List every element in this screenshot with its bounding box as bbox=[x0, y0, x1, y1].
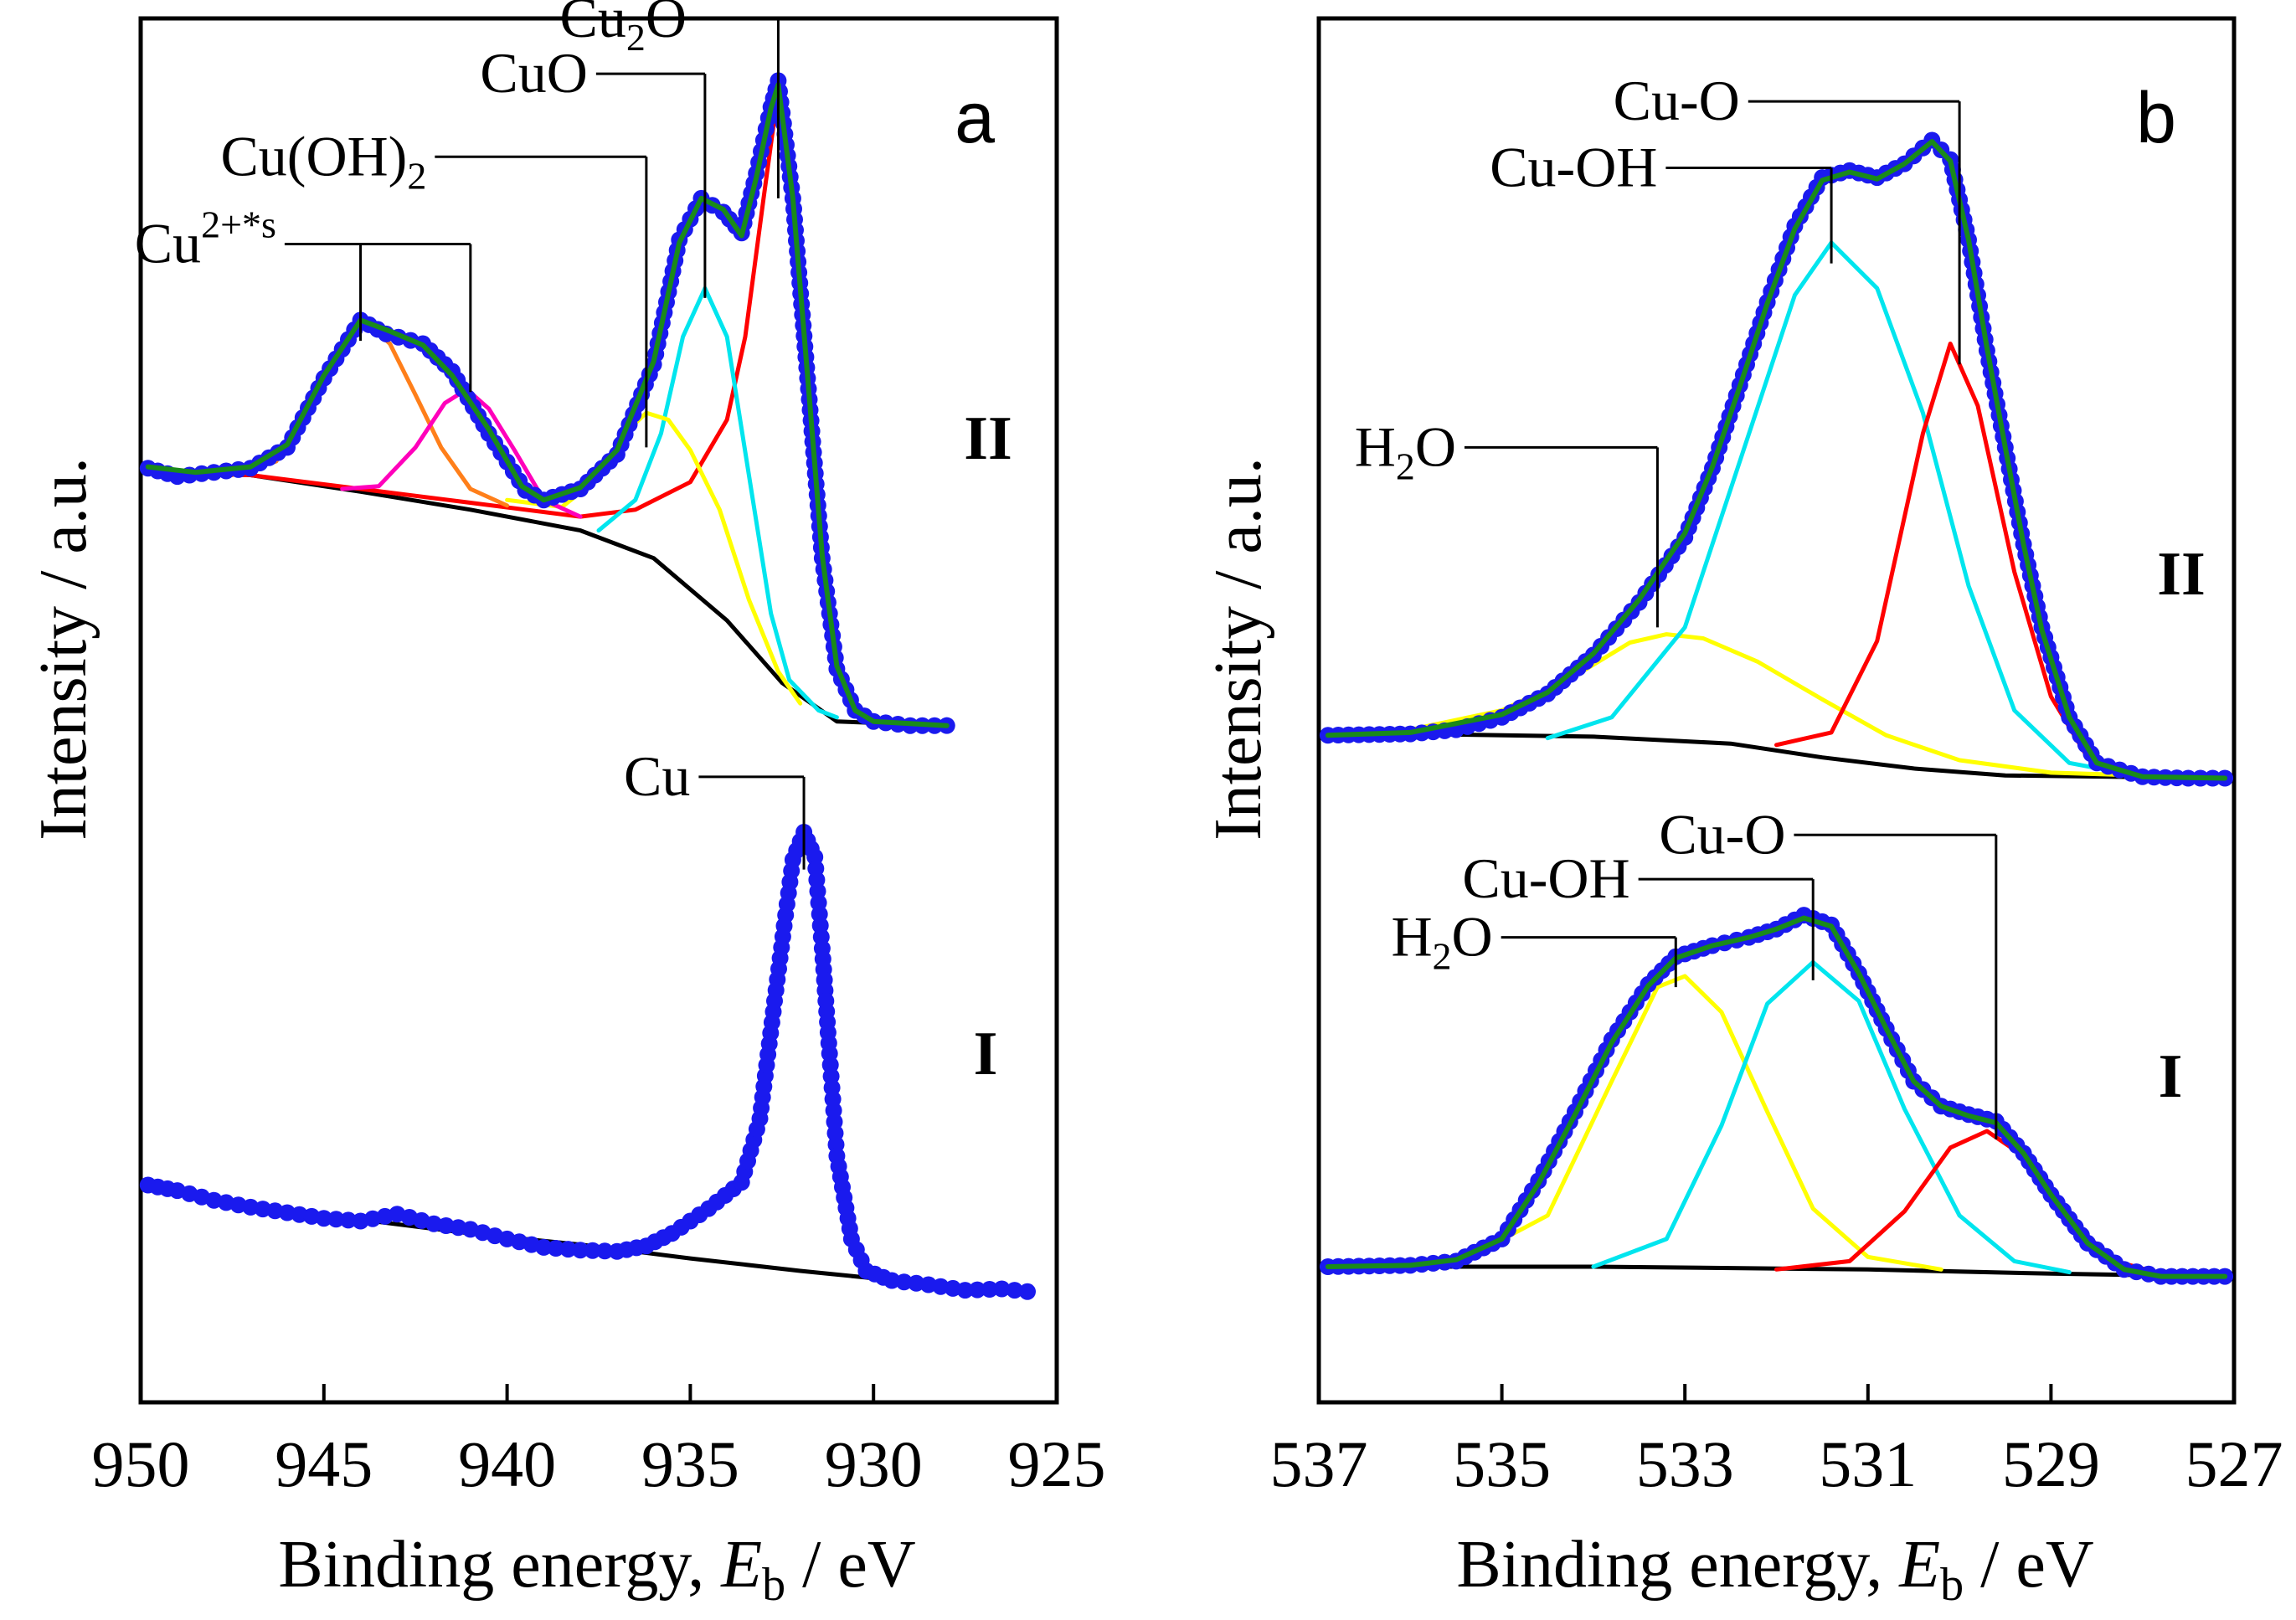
panel-a-spectrum-I-data-point bbox=[956, 1282, 974, 1299]
panel-b-xtick-label-535: 535 bbox=[1453, 1427, 1551, 1500]
panel-b-spectrum-I-h2o-curve bbox=[1454, 974, 1943, 1272]
panel-a-xtick-label-945: 945 bbox=[275, 1427, 373, 1500]
panel-a-spectrum-I-data-point bbox=[425, 1215, 443, 1232]
panel-a-spectrum-I-data-point bbox=[572, 1242, 589, 1259]
panel-a-spectrum-I-data-point bbox=[596, 1242, 614, 1260]
panel-a-spectrum-I-data-point bbox=[895, 1273, 913, 1291]
panel-b-spectrum-II-cu-oh-curve bbox=[1545, 240, 2145, 779]
panel-b-xtick-label-531: 531 bbox=[1819, 1427, 1917, 1500]
panel-a-peak-label-4: Cu bbox=[624, 744, 690, 808]
panel-a-plot-frame bbox=[138, 16, 1059, 1405]
panel-b-xtick-label-537: 537 bbox=[1270, 1427, 1368, 1500]
panel-b-peak-label-0: Cu-O bbox=[1614, 69, 1740, 132]
panel-a-spectrum-I-data-point bbox=[340, 1211, 357, 1229]
panel-a-spectrum-I-data-point bbox=[883, 1272, 901, 1289]
panel-b-spectrum-I-cu-o-curve bbox=[1774, 1129, 2227, 1279]
panel-a-spectrum-I-data-point bbox=[1006, 1282, 1023, 1299]
panel-a-spectrum-I-data-point bbox=[559, 1241, 577, 1258]
panel-a-xtick-label-935: 935 bbox=[641, 1427, 739, 1500]
panel-b-spectrum-I-background-curve bbox=[1326, 1264, 2227, 1279]
panel-a-xlabel: Binding energy, Eb / eV bbox=[278, 1528, 915, 1611]
panel-a-spectrum-I-data-point bbox=[327, 1211, 345, 1228]
panel-b-peak-label-1: Cu-OH bbox=[1490, 136, 1657, 199]
panel-a-spectrum-I-data-point bbox=[584, 1242, 601, 1259]
panel-b-spectrum-II-fit-curve bbox=[1325, 139, 2228, 781]
panel-a-spectrum-I-data-point bbox=[315, 1210, 332, 1227]
panel-b-xtick-label-527: 527 bbox=[2185, 1427, 2283, 1500]
panel-a-spectrum-I-data-point bbox=[993, 1280, 1011, 1298]
panel-b-series-label-II: II bbox=[2157, 540, 2206, 609]
panel-b-letter: b bbox=[2136, 78, 2176, 158]
panel-a-spectrum-I-data-point bbox=[535, 1238, 553, 1256]
panel-a-spectrum-I-data-point bbox=[547, 1240, 564, 1257]
panel-a-spectrum-II-fit-curve bbox=[145, 82, 950, 728]
panel-b-xlabel: Binding energy, Eb / eV bbox=[1456, 1528, 2093, 1611]
panel-b-plot-frame bbox=[1316, 16, 2237, 1405]
panel-a-xtick-label-950: 950 bbox=[92, 1427, 190, 1500]
panel-b-peak-label-5: H2O bbox=[1391, 905, 1492, 978]
panel-b-spectrum-I-cu-oh-curve bbox=[1591, 959, 2072, 1275]
panel-b-xtick-label-533: 533 bbox=[1636, 1427, 1734, 1500]
panel-a-xtick-label-925: 925 bbox=[1008, 1427, 1106, 1500]
panel-a-peak-label-1: Cu(OH)2 bbox=[220, 124, 426, 197]
panel-a-spectrum-I-data-point bbox=[969, 1281, 986, 1299]
panel-b-peak-label-4: Cu-OH bbox=[1462, 846, 1629, 910]
panel-a-letter: a bbox=[955, 78, 995, 158]
panel-a-xtick-label-940: 940 bbox=[458, 1427, 556, 1500]
panel-b-peak-label-2: H2O bbox=[1355, 414, 1456, 487]
panel-a-ylabel: Intensity / a.u. bbox=[27, 457, 100, 841]
panel-a-peak-label-2: CuO bbox=[480, 41, 587, 105]
panel-a-peak-label-3: Cu2O bbox=[560, 0, 687, 59]
panel-a-cu2p-spectrum: Intensity / a.u. Binding energy, Eb / eV… bbox=[27, 0, 1106, 1611]
panel-a-spectrum-I-data-point bbox=[242, 1198, 260, 1216]
panel-a-series-label-I: I bbox=[974, 1020, 998, 1088]
panel-b-peak-label-3: Cu-O bbox=[1659, 802, 1785, 866]
panel-a-spectrum-I-data-point bbox=[981, 1281, 998, 1298]
panel-a-xtick-label-930: 930 bbox=[825, 1427, 923, 1500]
panel-b-ylabel: Intensity / a.u. bbox=[1202, 457, 1275, 841]
panel-a-spectrum-I-data-point bbox=[908, 1274, 925, 1292]
panel-a-peak-label-0: Cu2+*s bbox=[135, 203, 276, 275]
panel-b-series-label-I: I bbox=[2159, 1042, 2183, 1111]
panel-b-xtick-label-529: 529 bbox=[2002, 1427, 2100, 1500]
panel-a-spectrum-I-data-point bbox=[279, 1204, 296, 1221]
panel-a-series-label-II: II bbox=[964, 404, 1012, 473]
panel-a-spectrum-I-data-point bbox=[1018, 1283, 1036, 1300]
panel-a-spectrum-II-cuo-curve bbox=[596, 285, 839, 720]
panel-b-spectrum-I-fit-curve bbox=[1325, 915, 2228, 1279]
panel-b-o1s-spectrum: Intensity / a.u. Binding energy, Eb / eV… bbox=[1202, 16, 2283, 1611]
